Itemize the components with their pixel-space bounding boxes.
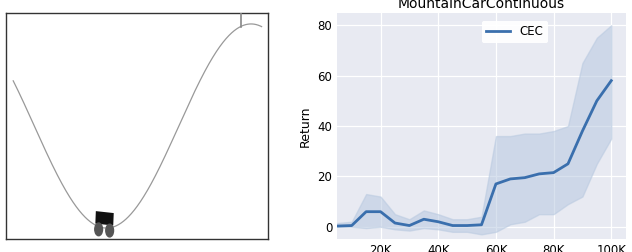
CEC [362,210,370,213]
CEC [391,222,399,225]
CEC [406,224,413,227]
Title: MountainCarContinuous: MountainCarContinuous [398,0,565,11]
CEC [521,176,528,179]
CEC [420,218,428,221]
Circle shape [95,223,102,236]
Y-axis label: Return: Return [299,105,312,147]
CEC [593,99,600,102]
CEC [377,210,384,213]
CEC [348,224,356,227]
Circle shape [106,224,114,237]
CEC [492,182,500,185]
Polygon shape [241,0,250,4]
CEC [334,225,341,228]
CEC [434,220,442,223]
CEC [607,79,615,82]
CEC [506,177,514,180]
Line: CEC: CEC [337,81,611,226]
CEC [463,224,471,227]
CEC [579,130,586,133]
CEC [478,223,485,226]
CEC [449,224,456,227]
CEC [550,171,557,174]
Polygon shape [95,211,114,226]
CEC [564,162,572,165]
CEC [535,172,543,175]
Legend: CEC: CEC [482,21,548,43]
